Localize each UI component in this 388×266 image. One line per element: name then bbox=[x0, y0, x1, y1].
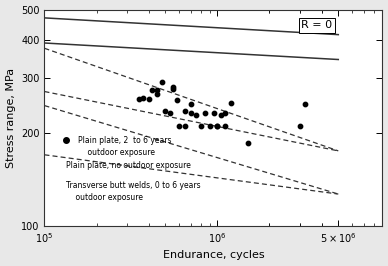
Point bbox=[182, 109, 188, 113]
Text: Transverse butt welds, 0 to 6 years
    outdoor exposure: Transverse butt welds, 0 to 6 years outd… bbox=[66, 181, 201, 202]
Point bbox=[170, 86, 176, 91]
Point bbox=[210, 111, 217, 115]
X-axis label: Endurance, cycles: Endurance, cycles bbox=[163, 251, 264, 260]
Point bbox=[146, 97, 152, 101]
Text: R = 0: R = 0 bbox=[301, 20, 333, 30]
Point bbox=[170, 85, 176, 89]
Point bbox=[302, 102, 308, 106]
Y-axis label: Stress range, MPa: Stress range, MPa bbox=[5, 68, 16, 168]
Point bbox=[176, 124, 182, 128]
Point bbox=[214, 124, 220, 128]
Point bbox=[202, 111, 208, 115]
Point bbox=[245, 141, 251, 146]
Point bbox=[149, 88, 155, 92]
Point bbox=[222, 111, 228, 115]
Point bbox=[140, 95, 146, 100]
Point bbox=[159, 79, 165, 84]
Point bbox=[297, 124, 303, 128]
Point bbox=[182, 124, 188, 128]
Point bbox=[166, 111, 173, 115]
Text: Plain plate, 2  to 6 years
    outdoor exposure: Plain plate, 2 to 6 years outdoor exposu… bbox=[78, 136, 172, 157]
Point bbox=[206, 124, 213, 128]
Point bbox=[214, 124, 220, 128]
Point bbox=[197, 124, 204, 128]
Point bbox=[154, 88, 161, 92]
Point bbox=[162, 109, 168, 113]
Point bbox=[218, 113, 224, 117]
Point bbox=[187, 102, 194, 106]
Point bbox=[228, 101, 234, 105]
Point bbox=[222, 124, 228, 128]
Point bbox=[193, 113, 199, 117]
Point bbox=[173, 98, 180, 102]
Point bbox=[154, 92, 161, 96]
Point bbox=[135, 97, 142, 101]
Text: Plain plate, no outdoor exposure: Plain plate, no outdoor exposure bbox=[66, 161, 191, 170]
Point bbox=[187, 111, 194, 115]
